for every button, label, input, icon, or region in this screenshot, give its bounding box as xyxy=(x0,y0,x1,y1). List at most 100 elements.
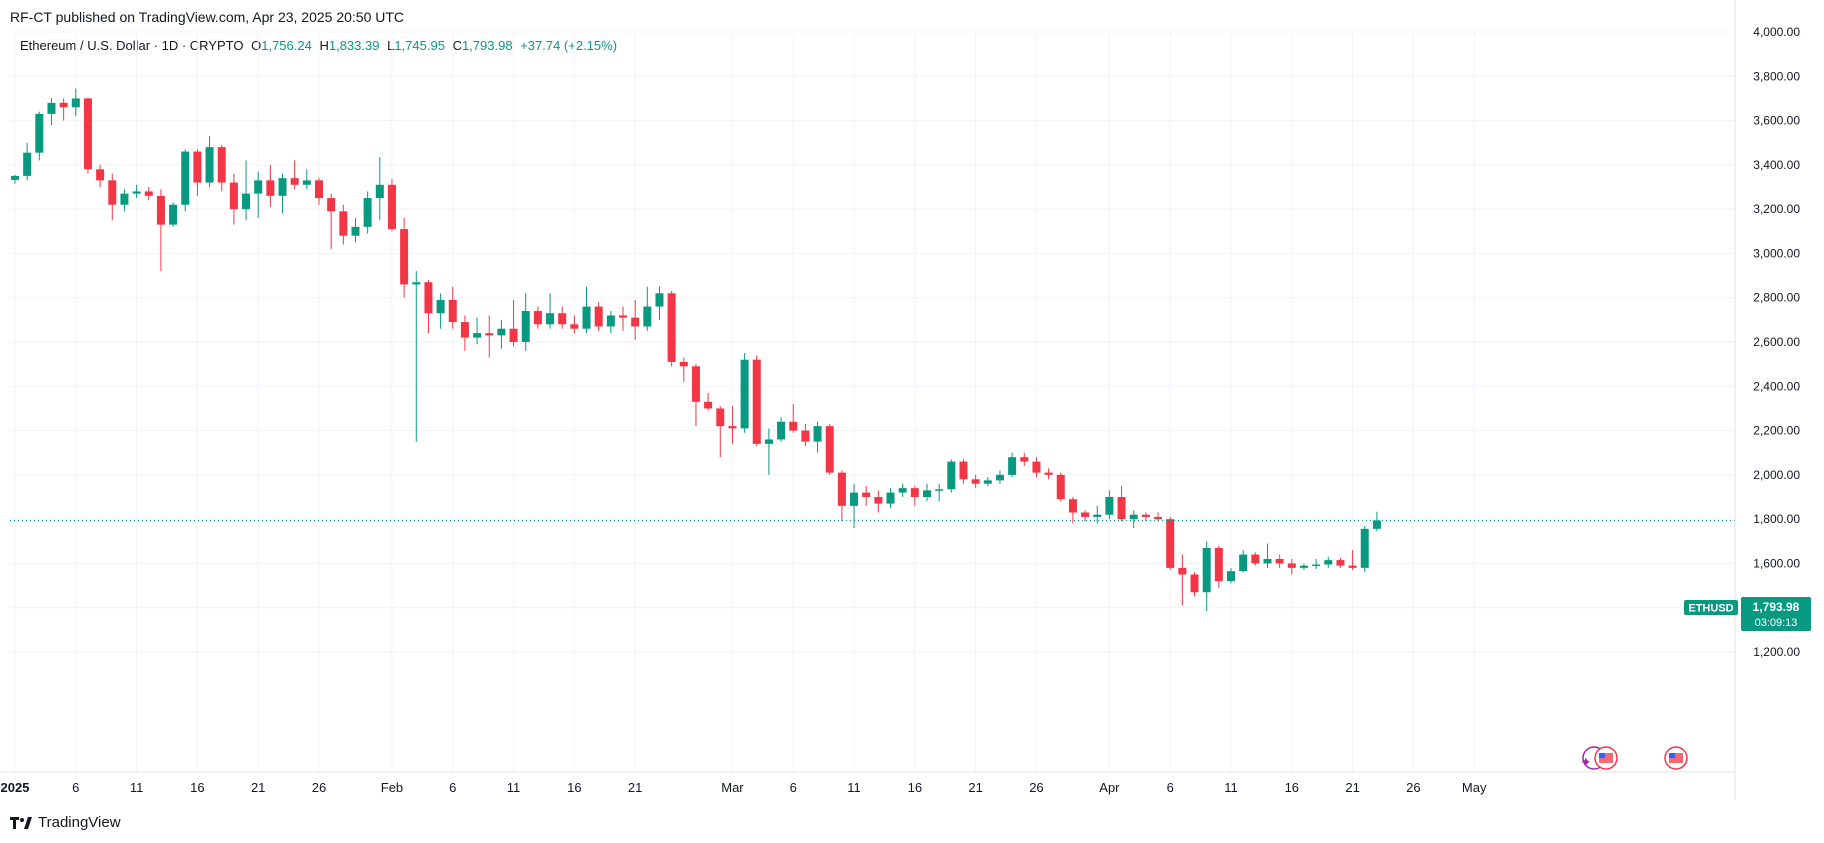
candle-body-54 xyxy=(667,293,676,362)
price-tag-countdown: 03:09:13 xyxy=(1755,617,1798,629)
x-tick-label-16: 26 xyxy=(1029,780,1043,795)
candle-body-57 xyxy=(704,401,713,409)
candle-body-86 xyxy=(1056,474,1065,500)
y-tick-label-1: 3,800.00 xyxy=(1753,69,1800,83)
y-tick-label-7: 2,600.00 xyxy=(1753,335,1800,349)
candle-body-60 xyxy=(740,359,749,429)
high-label: H xyxy=(319,38,329,53)
candle-body-55 xyxy=(679,361,688,367)
candle-body-22 xyxy=(278,178,287,196)
candle-body-37 xyxy=(460,322,469,338)
event-marker-b[interactable] xyxy=(1664,746,1688,770)
x-tick-label-3: 16 xyxy=(190,780,204,795)
y-tick-label-0: 4,000.00 xyxy=(1753,25,1800,39)
candle-body-13 xyxy=(169,204,178,225)
x-tick-label-6: Feb xyxy=(381,780,403,795)
x-axis[interactable]: 2025 6 11 16 21 26 Feb 6 11 16 21 Mar 6 11 16 21 26 Apr 6 1… xyxy=(0,771,1735,795)
candle-body-34 xyxy=(424,282,433,314)
candle-body-17 xyxy=(217,147,226,183)
candle-body-49 xyxy=(606,315,615,327)
candle-body-4 xyxy=(59,102,68,108)
candle-body-45 xyxy=(558,313,567,325)
x-tick-label-21: 21 xyxy=(1345,780,1359,795)
candle-body-106 xyxy=(1299,565,1308,568)
event-marker-a[interactable]: ✦ xyxy=(1580,746,1618,770)
footer: TradingView xyxy=(10,814,121,831)
candle-body-87 xyxy=(1068,499,1077,513)
x-tick-label-0: 2025 xyxy=(1,780,30,795)
candle-body-100 xyxy=(1227,571,1235,582)
x-tick-label-20: 16 xyxy=(1285,780,1299,795)
price-tag-price: 1,793.98 xyxy=(1753,600,1800,614)
candle-body-103 xyxy=(1263,559,1272,564)
candle-body-31 xyxy=(387,184,396,230)
candle-body-112 xyxy=(1372,520,1381,529)
candle-body-77 xyxy=(947,461,956,490)
candle-body-51 xyxy=(631,317,640,327)
candle-body-1 xyxy=(23,152,32,176)
y-tick-label-11: 1,800.00 xyxy=(1753,512,1800,526)
x-tick-label-11: Mar xyxy=(721,780,744,795)
candle-body-46 xyxy=(570,324,579,329)
price-tag-bg xyxy=(1741,597,1811,631)
y-tick-label-3: 3,400.00 xyxy=(1753,158,1800,172)
candle-body-2 xyxy=(35,113,44,153)
candle-body-14 xyxy=(181,151,190,205)
candle-body-68 xyxy=(837,472,846,506)
candle-body-44 xyxy=(546,313,555,325)
us-flag-stripes xyxy=(1599,753,1613,763)
candle-body-58 xyxy=(716,408,725,427)
x-tick-label-23: May xyxy=(1462,780,1487,795)
y-tick-label-14: 1,200.00 xyxy=(1753,645,1800,659)
candle-body-80 xyxy=(983,480,992,484)
candle-body-94 xyxy=(1154,516,1163,520)
open-value: 1,756.24 xyxy=(261,38,312,53)
y-axis[interactable]: 4,000.00 3,800.00 3,600.00 3,400.00 3,200.00… xyxy=(1734,0,1800,800)
candle-body-12 xyxy=(156,195,165,225)
price-chart[interactable]: 4,000.00 3,800.00 3,600.00 3,400.00 3,200.00… xyxy=(0,0,1824,800)
candle-body-99 xyxy=(1214,547,1223,582)
candle-body-74 xyxy=(910,488,919,497)
x-tick-label-7: 6 xyxy=(449,780,456,795)
us-flag-stripes-2 xyxy=(1669,753,1683,763)
candle-body-59 xyxy=(728,426,737,429)
candle-body-19 xyxy=(242,193,251,210)
candle-body-26 xyxy=(327,198,336,212)
candle-body-41 xyxy=(509,328,518,342)
candle-body-28 xyxy=(351,226,360,236)
candle-body-30 xyxy=(375,184,384,199)
candle-body-102 xyxy=(1251,554,1260,564)
candle-body-75 xyxy=(923,490,931,497)
candle-body-43 xyxy=(533,311,542,325)
candle-body-38 xyxy=(473,333,482,338)
y-tick-label-6: 2,800.00 xyxy=(1753,291,1800,305)
candle-body-66 xyxy=(813,426,822,442)
candle-body-81 xyxy=(995,474,1004,481)
candle-body-93 xyxy=(1141,514,1150,517)
candle-body-97 xyxy=(1190,574,1199,593)
x-tick-label-22: 26 xyxy=(1406,780,1420,795)
y-tick-label-9: 2,200.00 xyxy=(1753,424,1800,438)
x-tick-label-13: 11 xyxy=(847,780,861,795)
candle-body-64 xyxy=(789,421,798,431)
candle-body-73 xyxy=(898,488,907,493)
candle-body-78 xyxy=(959,461,968,480)
candles-group xyxy=(11,88,1381,612)
candle-body-39 xyxy=(485,333,494,336)
candle-body-91 xyxy=(1117,497,1126,520)
y-tick-label-10: 2,000.00 xyxy=(1753,468,1800,482)
y-tick-label-4: 3,200.00 xyxy=(1753,202,1800,216)
candle-body-109 xyxy=(1336,560,1345,566)
candle-body-9 xyxy=(120,193,129,205)
candle-body-20 xyxy=(254,180,263,194)
x-tick-label-19: 11 xyxy=(1224,780,1238,795)
footer-brand[interactable]: TradingView xyxy=(38,814,121,831)
candle-body-92 xyxy=(1129,514,1138,520)
y-tick-label-2: 3,600.00 xyxy=(1753,114,1800,128)
candle-body-18 xyxy=(229,182,238,210)
candle-body-33 xyxy=(412,282,421,285)
y-tick-label-12: 1,600.00 xyxy=(1753,556,1800,570)
candle-body-101 xyxy=(1239,554,1248,572)
x-tick-label-4: 21 xyxy=(251,780,265,795)
close-label: C xyxy=(452,38,462,53)
